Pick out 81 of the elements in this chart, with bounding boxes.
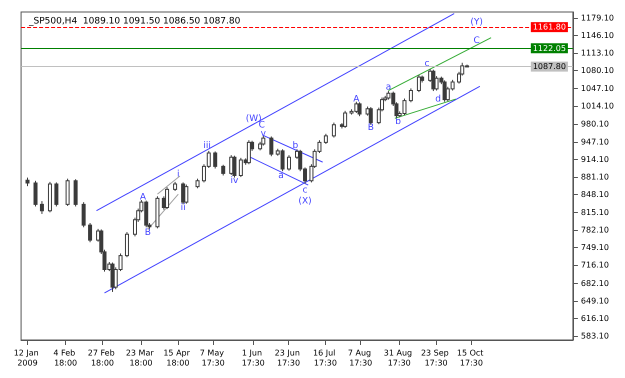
y-tick-label: 583.10	[580, 332, 609, 341]
annotation: B	[368, 122, 374, 133]
text: _SP500,H4 1089.10 1091.50 1086.50 1087.80	[28, 16, 241, 26]
candlestick	[368, 106, 373, 126]
annotation: A	[353, 94, 360, 105]
candlestick	[74, 178, 78, 207]
candlestick	[66, 178, 70, 206]
y-tick-label: 848.10	[580, 190, 609, 200]
annotation: a	[386, 82, 392, 92]
y-tick-label: 749.10	[580, 243, 609, 252]
candlestick	[332, 122, 336, 138]
candlestick	[196, 178, 200, 189]
annotation: d	[435, 94, 442, 105]
x-tick-label: 31 Aug 17:30	[384, 348, 415, 368]
annotation: (Y)	[470, 18, 483, 28]
y-tick-label: 716.10	[580, 260, 609, 270]
annotation: C	[474, 36, 480, 46]
candlestick	[238, 157, 243, 178]
candlestick	[343, 110, 348, 128]
annotation: iv	[230, 176, 240, 186]
annotation: c	[424, 58, 430, 69]
annotation: ii	[180, 203, 186, 214]
x-tick-label: 27 Feb 18:00	[88, 348, 118, 368]
candlestick	[88, 222, 92, 243]
candlestick	[54, 182, 58, 207]
ref-line-label: 1087.80	[532, 62, 566, 72]
y-tick-label: 947.10	[580, 137, 609, 146]
x-tick-label: 7 Aug 17:30	[348, 348, 374, 368]
x-tick-label: 23 Jun 17:30	[274, 348, 302, 368]
y-tick-label: 914.10	[580, 154, 609, 164]
candlestick	[358, 102, 362, 117]
candlestick	[246, 140, 251, 165]
y-tick-label: 649.10	[580, 296, 609, 306]
annotation: b	[292, 141, 299, 152]
annotation: v	[260, 128, 267, 139]
candlestick	[408, 88, 413, 103]
y-tick-label: 1146.10	[580, 30, 614, 40]
y-tick-label: 1179.10	[580, 13, 614, 22]
candlestick	[442, 80, 447, 102]
candlestick	[40, 200, 44, 214]
x-tick-label: 23 Mar 18:00	[126, 348, 156, 368]
candlestick	[213, 150, 218, 170]
annotation: a	[278, 171, 284, 181]
y-tick-label: 1014.10	[580, 101, 614, 110]
candlestick	[82, 202, 86, 228]
x-tick-label: 16 Jul 17:30	[312, 348, 338, 368]
x-tick-label: 15 Apr 18:00	[163, 348, 192, 368]
y-tick-label: 616.10	[580, 314, 609, 324]
y-tick-label: 815.10	[580, 208, 609, 217]
candlestick	[416, 74, 421, 93]
x-tick-label: 12 Jan 2009	[14, 348, 42, 368]
x-tick-label: 4 Feb 18:00	[53, 348, 78, 368]
candlestick	[165, 186, 170, 210]
y-tick-label: 1080.10	[580, 66, 614, 76]
x-tick-label: 23 Sep 17:30	[420, 348, 452, 368]
y-tick-label: 782.10	[580, 225, 609, 234]
annotation: B	[144, 228, 151, 238]
candlestick	[221, 164, 226, 176]
annotation: (X)	[298, 196, 312, 206]
candlestick	[184, 184, 188, 204]
annotation: c	[302, 185, 308, 196]
y-tick-label: 881.10	[580, 172, 609, 182]
ref-line-label: 1161.80	[532, 22, 566, 32]
candlestick	[261, 135, 266, 146]
y-tick-label: 1047.10	[580, 84, 614, 93]
candlestick	[124, 232, 129, 258]
y-tick-label: 682.10	[580, 278, 609, 288]
annotation: A	[140, 192, 147, 202]
annotation: iii	[203, 141, 211, 152]
candlestick	[324, 133, 328, 144]
candlestick	[34, 180, 38, 207]
candlestick	[286, 154, 291, 172]
x-tick-label: 1 Jun 17:30	[242, 348, 265, 368]
x-tick-label: 15 Oct 17:30	[456, 348, 486, 368]
ref-line-label: 1122.05	[532, 44, 566, 53]
candlestick	[173, 181, 178, 192]
y-tick-label: 1113.10	[580, 48, 614, 58]
x-tick-label: 7 May 17:30	[200, 348, 227, 368]
y-tick-label: 980.10	[580, 120, 609, 129]
annotation: i	[177, 169, 180, 180]
candlestick	[269, 136, 274, 157]
